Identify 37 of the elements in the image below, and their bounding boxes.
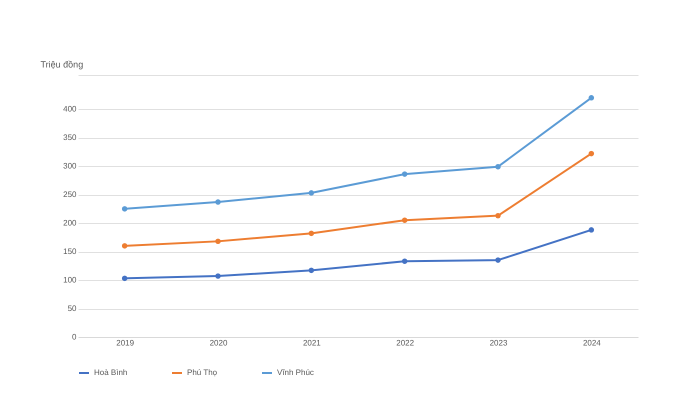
- y-tick-label: 0: [72, 332, 78, 342]
- legend-label: Vĩnh Phúc: [277, 368, 314, 377]
- point: [308, 230, 314, 236]
- point: [215, 199, 221, 205]
- x-tick-label: 2021: [302, 338, 322, 348]
- x-tick-label: 2023: [490, 338, 508, 348]
- point: [495, 164, 501, 170]
- point: [588, 227, 594, 233]
- y-tick-label: 200: [63, 218, 78, 228]
- y-tick-label: 300: [63, 162, 78, 171]
- point: [495, 257, 501, 263]
- y-tick-label: 100: [63, 276, 78, 285]
- point: [588, 150, 594, 156]
- point: [122, 243, 128, 249]
- y-tick-label: 150: [63, 247, 78, 256]
- x-tick-label: 2024: [582, 338, 602, 348]
- point: [308, 268, 314, 274]
- x-tick-label: 2022: [396, 338, 415, 348]
- point: [495, 212, 501, 218]
- x-tick-label: 2019: [116, 338, 135, 348]
- point: [215, 238, 221, 244]
- point: [402, 218, 408, 223]
- legend-label: Hoà Bình: [94, 368, 128, 377]
- y-tick-label: 250: [63, 190, 78, 200]
- y-axis-title: Triệu đồng: [40, 60, 84, 70]
- legend-label: Phú Thọ: [187, 368, 218, 377]
- point: [402, 258, 408, 264]
- point: [402, 171, 408, 177]
- point: [122, 206, 128, 212]
- point: [588, 95, 594, 101]
- y-tick-label: 400: [63, 104, 78, 114]
- y-tick-label: 350: [63, 133, 78, 142]
- point: [122, 276, 128, 282]
- point: [215, 273, 221, 279]
- point: [308, 190, 314, 196]
- y-tick-label: 50: [68, 304, 78, 314]
- x-tick-label: 2020: [210, 338, 228, 348]
